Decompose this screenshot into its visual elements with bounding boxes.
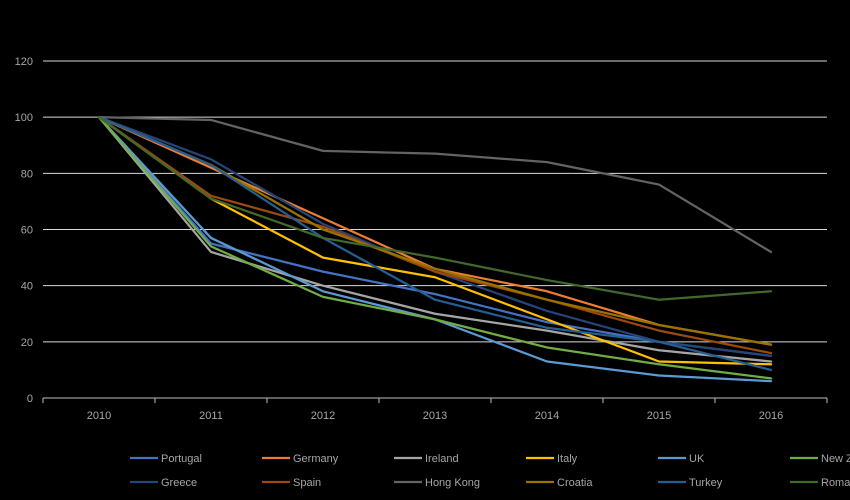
series-line-spain [97,116,773,355]
y-tick-label: 80 [21,168,33,180]
y-tick-label: 40 [21,281,33,293]
legend-label-italy: Italy [557,453,578,465]
legend: Portugal Germany Ireland Italy UK New Zealand… [130,453,850,489]
x-tick-label: 2013 [423,410,447,422]
series-line-romania [97,116,773,301]
x-tick-label: 2011 [199,410,223,422]
legend-label-greece: Greece [161,477,197,489]
y-tick-label: 100 [15,112,33,124]
legend-label-uk: UK [689,453,705,465]
x-tick-label: 2016 [759,410,783,422]
legend-label-croatia: Croatia [557,477,593,489]
x-tick-label: 2012 [311,410,335,422]
y-tick-label: 120 [15,56,33,68]
legend-label-turkey: Turkey [689,477,723,489]
series-lines [97,116,773,383]
series-line-hong-kong [97,116,773,254]
x-tick-label: 2014 [535,410,559,422]
gridlines [43,60,827,399]
series-line-new-zealand [97,116,773,380]
x-tick-label: 2010 [87,410,111,422]
y-tick-label: 20 [21,337,33,349]
series-line-ireland [97,116,773,363]
legend-label-germany: Germany [293,453,339,465]
y-tick-label: 0 [27,393,33,405]
legend-label-ireland: Ireland [425,453,459,465]
axes: 0 20 40 60 80 100 120 2010 2011 2012 2013 2014 2015 2… [15,56,828,422]
y-tick-label: 60 [21,225,33,237]
legend-label-romania: Romania [821,477,850,489]
legend-label-hong-kong: Hong Kong [425,477,480,489]
legend-label-new-zealand: New Zealand [821,453,850,465]
legend-label-portugal: Portugal [161,453,202,465]
x-tick-label: 2015 [647,410,671,422]
legend-label-spain: Spain [293,477,321,489]
series-line-turkey [97,116,773,372]
